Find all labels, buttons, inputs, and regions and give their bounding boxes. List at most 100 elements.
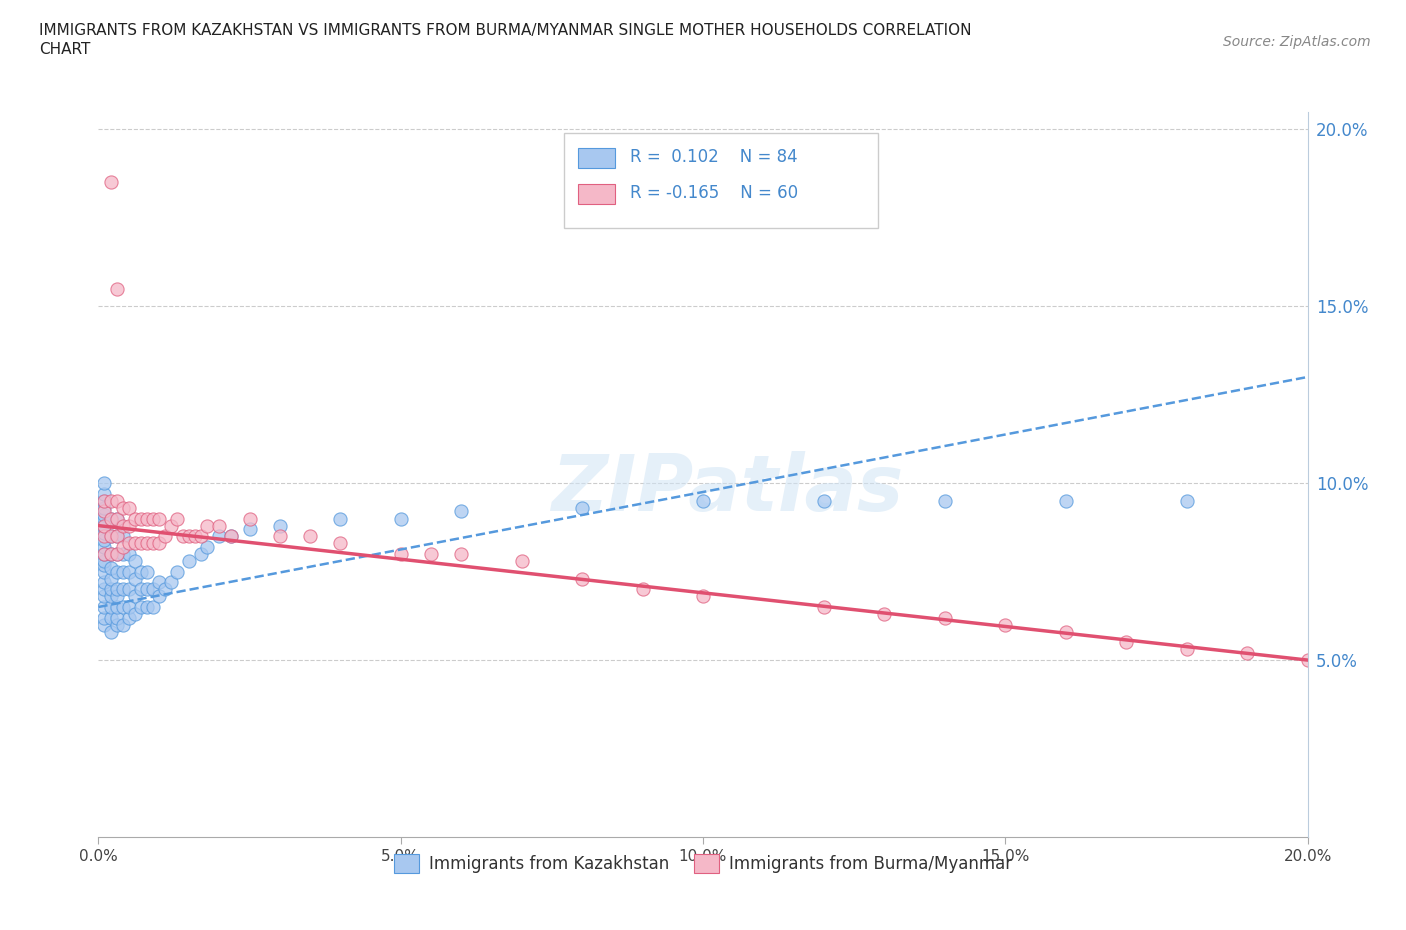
Point — [93, 547, 115, 562]
Point — [93, 494, 115, 509]
Point — [631, 582, 654, 597]
Text: CHART: CHART — [39, 42, 91, 57]
Point — [142, 582, 165, 597]
Point — [934, 494, 956, 509]
Point — [124, 589, 146, 604]
Point — [93, 504, 115, 519]
Point — [100, 547, 122, 562]
FancyBboxPatch shape — [564, 133, 879, 228]
Point — [111, 600, 134, 615]
Point — [111, 539, 134, 554]
Point — [873, 606, 896, 621]
Point — [1054, 624, 1077, 639]
Point — [269, 529, 291, 544]
Point — [111, 529, 134, 544]
Point — [100, 561, 122, 576]
Point — [135, 582, 157, 597]
Point — [118, 500, 141, 515]
Point — [105, 547, 128, 562]
Point — [135, 536, 157, 551]
Point — [124, 536, 146, 551]
Point — [111, 518, 134, 533]
Point — [100, 600, 122, 615]
Point — [299, 529, 322, 544]
Point — [450, 504, 472, 519]
Point — [118, 610, 141, 625]
Point — [221, 529, 243, 544]
Point — [124, 571, 146, 586]
Point — [111, 618, 134, 632]
Point — [239, 522, 262, 537]
Point — [93, 547, 115, 562]
Point — [93, 565, 115, 579]
Point — [420, 547, 443, 562]
Point — [105, 610, 128, 625]
Point — [105, 582, 128, 597]
Point — [1175, 494, 1198, 509]
Point — [105, 512, 128, 526]
Point — [93, 529, 115, 544]
Point — [813, 494, 835, 509]
Point — [148, 536, 170, 551]
Point — [184, 529, 207, 544]
Point — [208, 529, 231, 544]
Point — [221, 529, 243, 544]
Point — [329, 536, 352, 551]
Point — [142, 600, 165, 615]
Point — [813, 600, 835, 615]
Point — [148, 512, 170, 526]
Point — [190, 547, 212, 562]
Point — [135, 600, 157, 615]
Point — [389, 547, 412, 562]
Point — [172, 529, 194, 544]
Point — [692, 589, 714, 604]
Point — [93, 500, 115, 515]
Point — [93, 508, 115, 523]
Point — [239, 512, 262, 526]
Legend: Immigrants from Kazakhstan, Immigrants from Burma/Myanmar: Immigrants from Kazakhstan, Immigrants f… — [387, 847, 1019, 880]
Point — [93, 589, 115, 604]
Point — [100, 624, 122, 639]
Point — [105, 600, 128, 615]
Point — [118, 518, 141, 533]
Point — [100, 512, 122, 526]
Point — [100, 512, 122, 526]
Point — [93, 525, 115, 540]
Point — [1296, 653, 1319, 668]
Point — [129, 582, 152, 597]
Point — [105, 512, 128, 526]
Point — [118, 536, 141, 551]
Point — [510, 553, 533, 568]
Point — [179, 529, 201, 544]
Point — [105, 547, 128, 562]
Point — [135, 565, 157, 579]
Point — [100, 494, 122, 509]
Bar — [578, 184, 614, 205]
Point — [195, 518, 218, 533]
Point — [100, 589, 122, 604]
Point — [934, 610, 956, 625]
Point — [269, 518, 291, 533]
Point — [329, 512, 352, 526]
Point — [190, 529, 212, 544]
Point — [93, 610, 115, 625]
Text: ZIPatlas: ZIPatlas — [551, 451, 903, 526]
Point — [692, 494, 714, 509]
Point — [93, 518, 115, 533]
Point — [166, 565, 188, 579]
Point — [105, 529, 128, 544]
Point — [1175, 642, 1198, 657]
Point — [105, 618, 128, 632]
Point — [148, 589, 170, 604]
Point — [111, 500, 134, 515]
Point — [118, 582, 141, 597]
Point — [195, 539, 218, 554]
Point — [129, 512, 152, 526]
Point — [153, 529, 176, 544]
Point — [93, 518, 115, 533]
Point — [129, 536, 152, 551]
Point — [118, 547, 141, 562]
Point — [100, 582, 122, 597]
Text: IMMIGRANTS FROM KAZAKHSTAN VS IMMIGRANTS FROM BURMA/MYANMAR SINGLE MOTHER HOUSEH: IMMIGRANTS FROM KAZAKHSTAN VS IMMIGRANTS… — [39, 23, 972, 38]
Point — [208, 518, 231, 533]
